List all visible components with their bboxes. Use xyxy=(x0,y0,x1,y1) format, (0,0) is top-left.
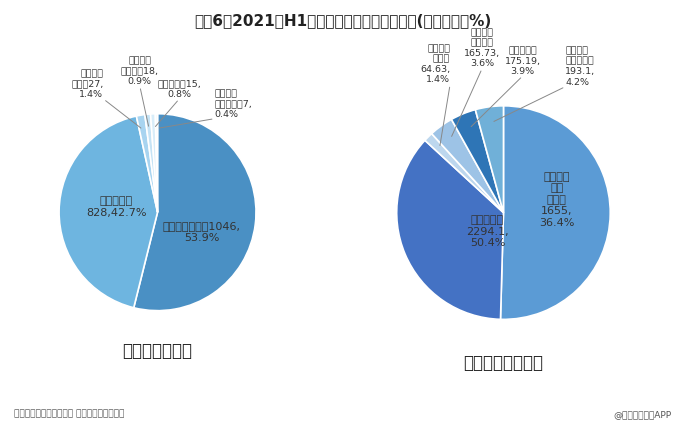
Text: 房地产投
资基金，18,
0.9%: 房地产投 资基金，18, 0.9% xyxy=(121,56,159,86)
Text: 基础设施
投资基金，
193.1,
4.2%: 基础设施 投资基金， 193.1, 4.2% xyxy=(565,47,595,87)
Text: 募集数量（支）: 募集数量（支） xyxy=(123,342,192,360)
Wedge shape xyxy=(145,114,158,212)
Text: 房地产投
资基金，
165.73,
3.6%: 房地产投 资基金， 165.73, 3.6% xyxy=(464,28,500,69)
Text: 创业投资基金，1046,
53.9%: 创业投资基金，1046, 53.9% xyxy=(163,221,241,243)
Wedge shape xyxy=(501,106,610,319)
Wedge shape xyxy=(425,134,503,213)
Text: 基础设施
投资基金，7,
0.4%: 基础设施 投资基金，7, 0.4% xyxy=(214,89,252,118)
Text: 图表6：2021年H1中国股权投资基金类型分布(支，亿元，%): 图表6：2021年H1中国股权投资基金类型分布(支，亿元，%) xyxy=(194,13,491,27)
Wedge shape xyxy=(451,110,503,213)
Text: 成长基金，
2294.1,
50.4%: 成长基金， 2294.1, 50.4% xyxy=(466,215,509,248)
Text: 创业投资
基金
基金，
1655,
36.4%: 创业投资 基金 基金， 1655, 36.4% xyxy=(539,172,575,228)
Wedge shape xyxy=(151,114,158,212)
Wedge shape xyxy=(59,116,158,308)
Text: 募集金额（亿元）: 募集金额（亿元） xyxy=(464,354,543,371)
Wedge shape xyxy=(475,106,503,213)
Text: @前瞻经济学人APP: @前瞻经济学人APP xyxy=(613,410,671,419)
Wedge shape xyxy=(432,119,503,213)
Text: 并购基金，
175.19,
3.9%: 并购基金， 175.19, 3.9% xyxy=(505,46,540,76)
Wedge shape xyxy=(134,114,256,310)
Wedge shape xyxy=(136,115,158,212)
Wedge shape xyxy=(397,140,503,319)
Wedge shape xyxy=(155,114,158,212)
Text: 资料来源：清科研究中心 前瞻产业研究院整理: 资料来源：清科研究中心 前瞻产业研究院整理 xyxy=(14,410,124,419)
Text: 并购基金，15,
0.8%: 并购基金，15, 0.8% xyxy=(158,80,201,99)
Text: 早期投资
基金，27,
1.4%: 早期投资 基金，27, 1.4% xyxy=(71,69,103,99)
Text: 早期投资
基金，
64.63,
1.4%: 早期投资 基金， 64.63, 1.4% xyxy=(420,44,450,85)
Text: 成长基金，
828,42.7%: 成长基金， 828,42.7% xyxy=(86,196,147,218)
